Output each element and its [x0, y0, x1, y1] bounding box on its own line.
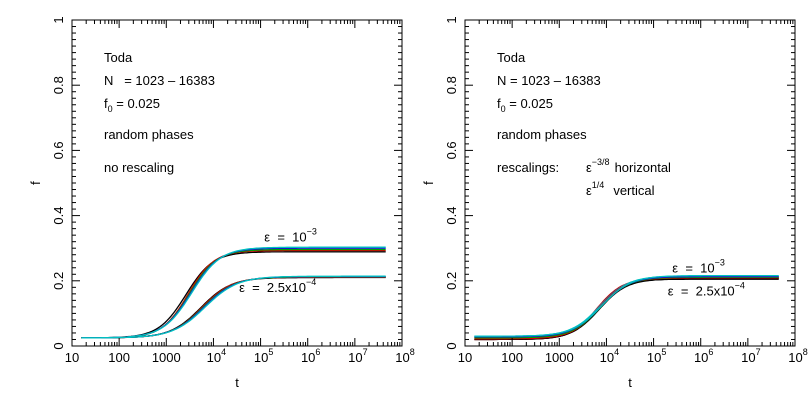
left-y-tick-label-1: 0.2 — [51, 272, 66, 290]
left-series-line-4 — [81, 246, 386, 339]
right-f0-label: f0 = 0.025 — [497, 96, 553, 114]
left-x-tick-label-3: 104 — [207, 347, 226, 365]
right-x-tick-label-1: 100 — [501, 350, 523, 365]
right-y-tick-label-2: 0.4 — [444, 207, 459, 225]
right-rescale-horizontal-label: ε−3/8 horizontal — [586, 157, 671, 175]
left-y-tick-label-4: 0.8 — [51, 76, 66, 94]
right-chart-panel: 0 0.2 0.4 0.6 0.8 1 10 100 1000 104 105 … — [421, 16, 808, 390]
right-x-tick-label-4: 105 — [647, 347, 666, 365]
right-x-tick-label-5: 106 — [694, 347, 713, 365]
right-rescalings-label: rescalings: — [497, 160, 559, 175]
left-series-layer — [81, 246, 386, 339]
left-rescaling-label: no rescaling — [104, 160, 174, 175]
right-x-tick-label-2: 1000 — [545, 350, 574, 365]
right-x-tick-label-6: 107 — [741, 347, 760, 365]
left-y-tick-label-0: 0 — [51, 342, 66, 349]
left-model-label: Toda — [104, 50, 133, 65]
left-ticks-layer — [71, 19, 403, 347]
left-f0-label: f0 = 0.025 — [104, 96, 160, 114]
right-y-axis-label: f — [421, 181, 436, 185]
left-x-tick-label-5: 106 — [301, 347, 320, 365]
right-model-label: Toda — [497, 50, 526, 65]
left-curve-label-eps-1e-3: ε = 10−3 — [264, 227, 317, 245]
left-chart-panel: 0 0.2 0.4 0.6 0.8 1 10 100 1000 104 105 … — [28, 16, 415, 390]
right-n-range-label: N = 1023 – 16383 — [497, 73, 601, 88]
left-x-tick-label-1: 100 — [108, 350, 130, 365]
right-x-axis-label: t — [628, 375, 632, 390]
left-curve-label-eps-2.5e-4: ε = 2.5x10−4 — [239, 277, 316, 295]
right-series-line-5 — [474, 278, 779, 341]
right-x-tick-label-3: 104 — [600, 347, 619, 365]
left-plot-frame — [71, 19, 403, 347]
right-series-layer — [474, 274, 779, 341]
right-x-tick-label-0: 10 — [458, 350, 472, 365]
left-series-line-5 — [81, 276, 386, 339]
left-y-tick-label-2: 0.4 — [51, 207, 66, 225]
left-x-axis-label: t — [235, 375, 239, 390]
left-series-line-3 — [81, 247, 386, 339]
left-x-tick-label-6: 107 — [348, 347, 367, 365]
right-y-tick-label-3: 0.6 — [444, 141, 459, 159]
right-x-tick-label-7: 108 — [788, 347, 807, 365]
left-series-line-2 — [81, 248, 386, 339]
right-y-tick-label-4: 0.8 — [444, 76, 459, 94]
left-series-line-6 — [81, 276, 386, 339]
right-curve-label-eps-1e-3: ε = 10−3 — [672, 258, 725, 276]
left-y-axis-label: f — [28, 181, 43, 185]
left-series-line-1 — [81, 249, 386, 339]
left-phases-label: random phases — [104, 127, 194, 142]
left-x-tick-label-0: 10 — [65, 350, 79, 365]
left-y-tick-label-5: 1 — [51, 16, 66, 23]
left-series-line-9 — [81, 275, 386, 339]
left-x-tick-label-4: 105 — [254, 347, 273, 365]
left-x-tick-label-2: 1000 — [152, 350, 181, 365]
right-ticks-layer — [464, 19, 796, 347]
right-curve-label-eps-2.5e-4: ε = 2.5x10−4 — [668, 281, 745, 299]
left-x-tick-label-7: 108 — [395, 347, 414, 365]
left-y-tick-label-3: 0.6 — [51, 141, 66, 159]
right-y-tick-label-1: 0.2 — [444, 272, 459, 290]
right-y-tick-label-5: 1 — [444, 16, 459, 23]
left-series-line-0 — [81, 251, 386, 339]
left-n-range-label: N = 1023 – 16383 — [104, 73, 215, 88]
right-rescale-vertical-label: ε1/4 vertical — [586, 180, 655, 198]
right-series-line-9 — [474, 274, 779, 337]
right-phases-label: random phases — [497, 127, 587, 142]
right-y-tick-label-0: 0 — [444, 342, 459, 349]
